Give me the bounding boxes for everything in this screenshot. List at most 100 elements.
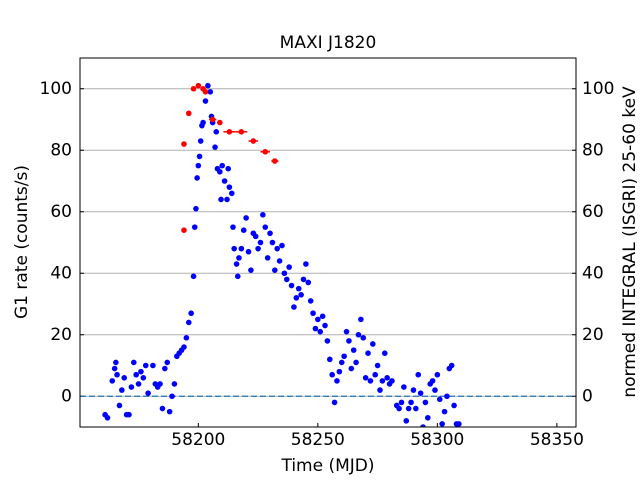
data-point xyxy=(245,248,252,255)
data-point xyxy=(367,378,374,384)
plot-frame xyxy=(79,57,577,428)
data-point xyxy=(384,375,390,381)
data-point xyxy=(341,353,347,360)
data-point xyxy=(243,215,249,221)
data-point xyxy=(202,89,209,95)
data-point xyxy=(336,368,343,375)
data-point xyxy=(300,276,307,283)
data-point xyxy=(444,393,450,400)
x-tick-label: 58250 xyxy=(291,430,345,450)
data-point xyxy=(408,399,414,406)
data-point xyxy=(240,227,247,233)
data-point xyxy=(202,98,209,104)
data-point xyxy=(221,178,228,184)
data-point xyxy=(441,408,448,415)
data-point xyxy=(283,276,290,283)
data-point xyxy=(145,390,151,396)
y-tick-label: 40 xyxy=(50,263,72,283)
data-point xyxy=(238,245,245,252)
data-point xyxy=(279,242,285,249)
data-point xyxy=(224,196,230,203)
data-point xyxy=(456,421,462,427)
data-point xyxy=(113,359,119,366)
data-point xyxy=(233,261,240,267)
y2-tick-label: 100 xyxy=(582,79,614,99)
data-point xyxy=(207,89,214,95)
data-point xyxy=(126,411,132,418)
data-point xyxy=(322,322,328,329)
data-point xyxy=(185,319,192,326)
data-point xyxy=(396,405,402,412)
data-point xyxy=(338,359,345,366)
data-point xyxy=(413,405,419,412)
data-point xyxy=(140,375,147,381)
data-point xyxy=(190,273,197,280)
data-point xyxy=(429,378,436,384)
y-tick-label: 0 xyxy=(61,386,72,406)
data-point xyxy=(422,399,429,406)
data-point xyxy=(116,402,123,409)
data-point xyxy=(362,375,369,381)
data-point xyxy=(410,387,417,393)
data-point xyxy=(181,344,187,350)
data-point xyxy=(197,138,204,144)
data-point xyxy=(439,421,445,427)
data-point xyxy=(111,365,118,372)
data-point xyxy=(212,144,218,150)
data-point xyxy=(250,138,257,144)
data-point xyxy=(310,310,316,317)
data-point xyxy=(262,224,269,230)
data-point xyxy=(448,362,455,369)
data-point xyxy=(272,267,278,273)
data-point xyxy=(128,384,135,390)
data-point xyxy=(114,371,120,378)
data-point xyxy=(171,381,178,387)
data-point xyxy=(293,295,300,301)
data-point xyxy=(417,390,424,396)
chart-title: MAXI J1820 xyxy=(280,33,377,53)
data-point xyxy=(401,384,407,390)
data-point xyxy=(231,245,237,252)
y2-tick-label: 60 xyxy=(582,202,604,222)
data-point xyxy=(159,405,166,412)
data-point xyxy=(348,365,355,372)
data-point xyxy=(432,387,438,393)
data-point xyxy=(191,224,198,230)
data-point xyxy=(424,414,431,421)
data-point xyxy=(377,387,383,393)
data-point xyxy=(403,418,410,424)
y2-tick-label: 40 xyxy=(582,263,604,283)
data-point xyxy=(420,424,426,427)
data-point xyxy=(281,270,288,277)
data-point xyxy=(343,328,350,335)
data-point xyxy=(209,116,216,123)
data-point xyxy=(360,335,367,341)
data-point xyxy=(307,298,314,304)
data-point xyxy=(225,165,232,172)
data-point xyxy=(255,245,261,252)
data-point xyxy=(217,168,223,175)
data-point xyxy=(195,82,202,89)
data-point xyxy=(226,129,233,135)
data-point xyxy=(451,402,457,409)
y-tick-label: 80 xyxy=(50,140,72,160)
data-point xyxy=(133,371,139,378)
data-point xyxy=(230,224,236,230)
data-point xyxy=(315,316,321,323)
data-point xyxy=(150,362,156,369)
data-point xyxy=(226,184,233,190)
data-point xyxy=(312,325,319,332)
data-point xyxy=(317,328,324,335)
data-point xyxy=(162,365,168,372)
data-point xyxy=(217,119,223,126)
data-point xyxy=(104,414,111,421)
data-point xyxy=(269,239,276,246)
data-point xyxy=(218,196,224,203)
y2-tick-label: 20 xyxy=(582,325,604,345)
data-point xyxy=(234,273,241,280)
data-point xyxy=(252,233,259,240)
data-point xyxy=(190,85,197,92)
data-point xyxy=(331,399,338,406)
data-point xyxy=(324,338,331,344)
data-point xyxy=(185,110,192,117)
